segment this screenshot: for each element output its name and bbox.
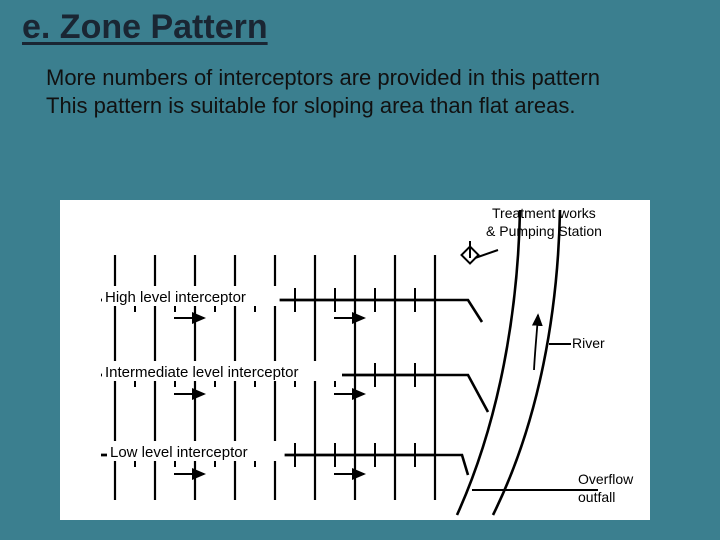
zone-pattern-diagram: High level interceptor Intermediate level… <box>60 200 650 520</box>
slide-heading: e. Zone Pattern <box>22 8 268 47</box>
svg-text:High level interceptor: High level interceptor <box>105 289 246 306</box>
interceptor-lines: High level interceptor Intermediate level… <box>101 286 435 467</box>
river <box>457 210 560 515</box>
body-line-2: This pattern is suitable for sloping are… <box>46 93 576 118</box>
svg-text:Intermediate level interceptor: Intermediate level interceptor <box>105 364 298 381</box>
river-label: River <box>572 335 605 351</box>
svg-text:Low level interceptor: Low level interceptor <box>110 444 248 461</box>
treatment-label-2: & Pumping Station <box>486 223 602 239</box>
overflow-label-2: outfall <box>578 489 615 505</box>
body-line-1: More numbers of interceptors are provide… <box>46 65 600 90</box>
overflow-label-1: Overflow <box>578 471 634 487</box>
slide-body: More numbers of interceptors are provide… <box>46 64 666 120</box>
treatment-label-1: Treatment works <box>492 205 596 221</box>
slide: e. Zone Pattern More numbers of intercep… <box>0 0 720 540</box>
outflow-lines <box>435 300 488 475</box>
